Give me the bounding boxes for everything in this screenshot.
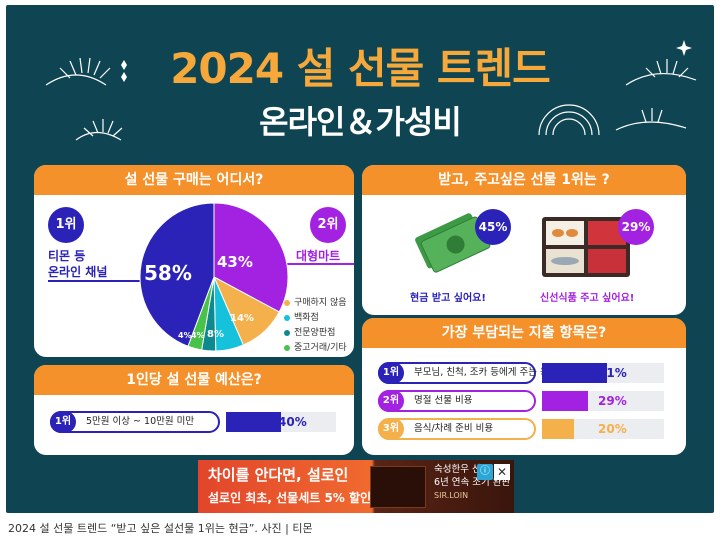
budget-bar-track (226, 412, 336, 432)
burden-item-pill: 1위 부모님, 친척, 조카 등에게 주는 용돈 (378, 362, 558, 384)
legend-label: 구매하지 않음 (294, 298, 347, 308)
ad-banner[interactable]: 차이를 안다면, 설로인 설로인 최초, 선물세트 5% 할인 숙성한우 선물 … (198, 460, 514, 513)
preferred-gift-heading: 받고, 주고싶은 선물 1위는 ? (362, 165, 686, 195)
pine-branch-decoration-right (615, 40, 697, 131)
purchase-place-heading: 설 선물 구매는 어디서? (34, 165, 354, 195)
burden-heading: 가장 부담되는 지출 항목은? (362, 318, 686, 348)
legend-item-none: 구매하지 않음 (284, 295, 347, 308)
burden-rank: 3위 (378, 418, 404, 440)
burden-bar-fill (542, 419, 574, 439)
rank1-label-line2: 온라인 채널 (48, 265, 108, 279)
legend-label: 전문양판점 (294, 328, 336, 338)
wave-ornament (538, 104, 600, 136)
page-subtitle: 온라인＆가성비 (259, 103, 462, 141)
cash-label: 현금 받고 싶어요! (410, 293, 486, 304)
ad-right-line1: 숙성한우 선물 (434, 464, 490, 475)
legend-label: 백화점 (294, 313, 319, 323)
budget-range-pill: 1위 5만원 이상 ~ 10만원 미만 (50, 411, 220, 433)
purchase-place-pie-chart (139, 202, 289, 352)
burden-value: 29% (598, 394, 627, 408)
budget-card: 1인당 설 선물 예산은? 1위 5만원 이상 ~ 10만원 미만 40% (34, 365, 354, 455)
burden-card: 가장 부담되는 지출 항목은? 1위 부모님, 친척, 조카 등에게 주는 용돈 4… (362, 318, 686, 455)
budget-range: 5만원 이상 ~ 10만원 미만 (86, 416, 195, 427)
ad-right-text: 숙성한우 선물 6년 연속 조기 완판 SIR.LOIN (434, 463, 510, 502)
page-title: 2024 설 선물 트렌드 (170, 44, 551, 93)
pie-label-used: 4% (178, 331, 192, 340)
legend-dot-cyan (284, 314, 290, 321)
burden-bar-fill (542, 391, 588, 411)
rank2-underline (262, 263, 354, 265)
ad-subline: 설로인 최초, 선물세트 5% 할인 (208, 491, 372, 505)
ad-close-button[interactable]: ✕ (494, 464, 510, 480)
infographic-poster: 2024 설 선물 트렌드 온라인＆가성비 설 선물 구매는 어디서? 1위 티… (6, 5, 714, 513)
pine-branch-decoration-left (45, 57, 127, 141)
legend-dot-green (284, 344, 290, 351)
burden-value: 20% (598, 422, 627, 436)
rank2-label: 대형마트 (296, 249, 341, 263)
purchase-place-card: 설 선물 구매는 어디서? 1위 티몬 등 온라인 채널 2위 대형마트 58%… (34, 165, 354, 357)
budget-value: 40% (278, 415, 307, 429)
burden-bar-track (542, 391, 664, 411)
burden-bar-track (542, 419, 664, 439)
cash-percent: 45% (478, 220, 508, 234)
pie-label-mart: 43% (217, 253, 253, 271)
cash-icon (415, 213, 491, 273)
pie-label-dept: 8% (207, 329, 224, 340)
burden-label: 음식/차례 준비 비용 (414, 423, 494, 434)
rank1-badge: 1위 (48, 207, 84, 243)
pie-label-specialty: 4% (191, 331, 205, 340)
pie-label-online: 58% (144, 261, 192, 285)
ad-brand: SIR.LOIN (434, 491, 469, 500)
legend-item-used: 중고거래/기타 (284, 340, 347, 353)
burden-rank: 2위 (378, 390, 404, 412)
burden-bar-fill (542, 363, 607, 383)
food-percent: 29% (621, 220, 651, 234)
cash-percent-badge: 45% (475, 209, 511, 245)
legend-item-specialty: 전문양판점 (284, 325, 335, 338)
burden-label: 명절 선물 비용 (414, 395, 473, 406)
burden-item-pill: 2위 명절 선물 비용 (378, 390, 536, 412)
budget-heading: 1인당 설 선물 예산은? (34, 365, 354, 395)
ad-right-line2: 6년 연속 조기 완판 (434, 477, 511, 488)
food-label: 신선식품 주고 싶어요! (540, 293, 635, 304)
burden-label: 부모님, 친척, 조카 등에게 주는 용돈 (414, 367, 558, 378)
ad-headline: 차이를 안다면, 설로인 (208, 466, 349, 484)
ad-product-image (370, 466, 426, 508)
legend-dot-teal (284, 329, 290, 336)
burden-bar-track (542, 363, 664, 383)
legend-dot-yellow (284, 299, 290, 306)
pie-slice (139, 202, 215, 347)
ad-info-icon[interactable]: ⓘ (477, 464, 493, 480)
food-percent-badge: 29% (618, 209, 654, 245)
preferred-gift-card: 받고, 주고싶은 선물 1위는 ? 45% 현금 받고 싶어요! 29% 신선식… (362, 165, 686, 315)
burden-value: 41% (598, 366, 627, 380)
rank1-label-line1: 티몬 등 (48, 249, 86, 263)
legend-label: 중고거래/기타 (294, 343, 347, 353)
burden-rank: 1위 (378, 362, 404, 384)
rank1-underline (48, 280, 148, 282)
burden-item-pill: 3위 음식/차례 준비 비용 (378, 418, 536, 440)
rank2-badge: 2위 (310, 207, 346, 243)
legend-item-dept: 백화점 (284, 310, 319, 323)
budget-bar-fill (226, 412, 281, 432)
image-caption: 2024 설 선물 트렌드 “받고 싶은 설선물 1위는 현금”. 사진 | 티… (8, 522, 313, 535)
pie-label-none: 14% (230, 313, 254, 324)
fresh-food-gift-icon (542, 217, 630, 277)
budget-rank: 1위 (50, 411, 76, 433)
pie-slice (213, 202, 289, 313)
